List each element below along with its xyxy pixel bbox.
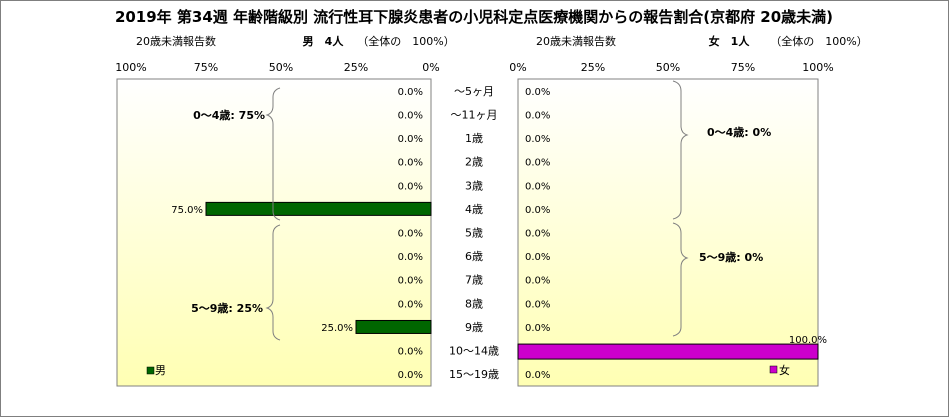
category-label: ～11ヶ月 [451,108,498,121]
female-data-label: 0.0% [525,323,550,334]
male-data-label: 0.0% [398,158,423,169]
male-bar [355,319,432,334]
male-data-labels: 0.0% 0.0% 0.0% 0.0% 0.0% 75.0% 0.0% 0.0% 0.0% 0.0… [171,87,423,381]
male-brace-0-4 [265,87,281,221]
left-tick-label: 100% [115,61,146,74]
female-data-label: 0.0% [525,229,550,240]
female-data-label: 0.0% [525,276,550,287]
category-label: 7歳 [465,274,483,287]
right-axis-ticks: 0% 25% 50% 75% 100% [509,61,833,74]
category-label: 3歳 [465,179,483,192]
right-tick-label: 50% [656,61,680,74]
female-data-labels: 0.0% 0.0% 0.0% 0.0% 0.0% 0.0% 0.0% 0.0% 0.0% 0.0%… [525,87,827,381]
male-bracket-0-4: 0～4歳: 75% [193,87,281,221]
male-data-label: 0.0% [398,347,423,358]
left-caption: 20歳未満報告数 [136,35,216,48]
female-bracket-5-9: 5～9歳: 0% [672,222,763,337]
category-label: 2歳 [465,156,483,169]
male-total-note: （全体の 100%） [357,34,454,48]
category-label: 10～14歳 [449,345,499,358]
category-label: 9歳 [465,321,483,334]
male-data-label: 0.0% [398,87,423,98]
female-bracket-label-0-4: 0～4歳: 0% [707,125,771,139]
female-bar [517,343,819,360]
female-legend: 女 [769,363,790,377]
right-tick-label: 25% [581,61,605,74]
male-legend: 男 [146,364,166,377]
female-plot-area [517,78,819,387]
female-data-label: 0.0% [525,205,550,216]
category-label: ～5ヶ月 [454,85,494,98]
female-data-label: 0.0% [525,134,550,145]
right-tick-label: 100% [802,61,833,74]
female-data-label: 0.0% [525,158,550,169]
male-brace-5-9 [265,224,281,341]
female-data-label: 0.0% [525,370,550,381]
male-bar [205,201,432,216]
female-data-label: 0.0% [525,87,550,98]
female-bracket-0-4: 0～4歳: 0% [672,80,771,220]
female-total-note: （全体の 100%） [770,34,867,48]
male-data-label: 0.0% [398,134,423,145]
female-legend-label: 女 [779,363,790,377]
male-bracket-label-5-9: 5～9歳: 25% [191,301,263,315]
male-data-label: 0.0% [398,229,423,240]
chart-title: 2019年 第34週 年齢階級別 流行性耳下腺炎患者の小児科定点医療機関からの報… [115,8,833,26]
category-label: 4歳 [465,203,483,216]
left-tick-label: 0% [422,61,439,74]
female-bars [517,343,819,360]
left-tick-label: 75% [194,61,218,74]
male-data-label: 0.0% [398,370,423,381]
female-legend-swatch [769,365,778,374]
female-data-label: 0.0% [525,299,550,310]
male-data-label: 75.0% [171,205,203,216]
age-category-labels: ～5ヶ月 ～11ヶ月 1歳 2歳 3歳 4歳 5歳 6歳 7歳 8歳 9歳 10～14歳 15～19歳 [449,85,499,381]
male-data-label: 0.0% [398,299,423,310]
left-tick-label: 50% [269,61,293,74]
female-brace-5-9 [672,222,689,337]
male-legend-label: 男 [155,364,166,377]
female-brace-0-4 [672,80,689,220]
male-data-label: 25.0% [321,323,353,334]
female-data-label: 0.0% [525,252,550,263]
male-bracket-label-0-4: 0～4歳: 75% [193,108,265,122]
right-caption: 20歳未満報告数 [536,35,616,48]
male-data-label: 0.0% [398,110,423,121]
male-count: 男 4人 [303,34,345,48]
male-legend-swatch [146,366,155,375]
female-data-label: 0.0% [525,181,550,192]
category-label: 1歳 [465,132,483,145]
male-bracket-5-9: 5～9歳: 25% [191,224,281,341]
female-bracket-label-5-9: 5～9歳: 0% [699,250,763,264]
female-data-label: 0.0% [525,110,550,121]
male-data-label: 0.0% [398,276,423,287]
male-plot-area [116,78,432,387]
male-bars [205,201,432,334]
male-data-label: 0.0% [398,181,423,192]
male-data-label: 0.0% [398,252,423,263]
left-tick-label: 25% [344,61,368,74]
female-count: 女 1人 [709,34,751,48]
right-tick-label: 75% [731,61,755,74]
category-label: 6歳 [465,250,483,263]
right-tick-label: 0% [509,61,526,74]
category-label: 15～19歳 [449,368,499,381]
female-data-label: 100.0% [789,335,827,346]
category-label: 8歳 [465,297,483,310]
left-axis-ticks: 100% 75% 50% 25% 0% [115,61,439,74]
category-label: 5歳 [465,227,483,240]
